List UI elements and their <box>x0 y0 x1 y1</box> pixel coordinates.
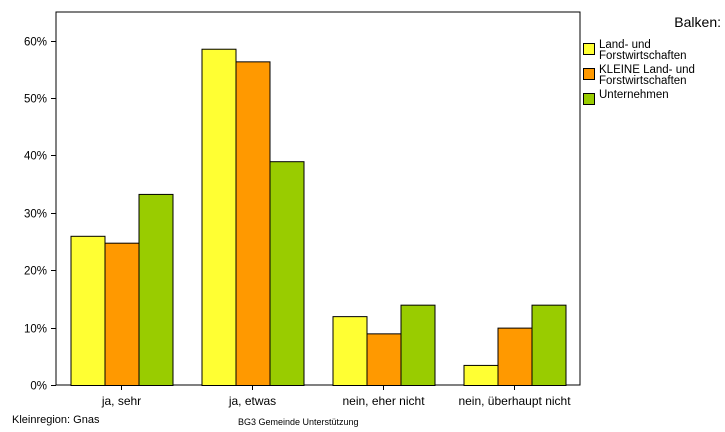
x-tick-label: nein, eher nicht <box>342 394 425 408</box>
legend-item-kleine-land-forst: KLEINE Land- und Forstwirtschaften <box>583 64 723 87</box>
legend-label: Land- und Forstwirtschaften <box>599 39 687 62</box>
y-tick-label: 0% <box>30 381 47 393</box>
x-tick-label: ja, etwas <box>228 394 276 408</box>
bar <box>531 304 567 386</box>
legend-item-land-forst: Land- und Forstwirtschaften <box>583 39 723 62</box>
bar <box>138 193 174 386</box>
legend-swatch <box>583 43 595 55</box>
y-tick-label: 20% <box>24 266 47 278</box>
y-tick-label: 40% <box>24 151 47 163</box>
legend-item-unternehmen: Unternehmen <box>583 89 723 105</box>
legend-swatch <box>583 68 595 80</box>
y-tick-label: 60% <box>24 37 47 49</box>
x-tick-label: nein, überhaupt nicht <box>458 394 571 408</box>
bar <box>104 242 140 386</box>
y-tick-label: 50% <box>24 94 47 106</box>
y-tick-label: 30% <box>24 209 47 221</box>
legend-label: Unternehmen <box>599 89 669 101</box>
footer-variable: BG3 Gemeinde Unterstützung <box>238 417 359 427</box>
x-tick-label: ja, sehr <box>101 394 141 408</box>
y-tick-label: 10% <box>24 324 47 336</box>
bar <box>269 161 305 386</box>
bar <box>332 316 368 386</box>
legend: Balken: Land- und Forstwirtschaften KLEI… <box>583 14 723 108</box>
bar <box>70 235 106 386</box>
legend-title: Balken: <box>674 14 721 30</box>
legend-label: KLEINE Land- und Forstwirtschaften <box>599 64 695 87</box>
legend-swatch <box>583 93 595 105</box>
footer-region: Kleinregion: Gnas <box>12 414 100 426</box>
bar <box>201 48 237 386</box>
bar <box>366 333 402 387</box>
bar <box>400 304 436 386</box>
bar <box>235 61 271 386</box>
bar <box>463 364 499 386</box>
bar <box>497 327 533 387</box>
